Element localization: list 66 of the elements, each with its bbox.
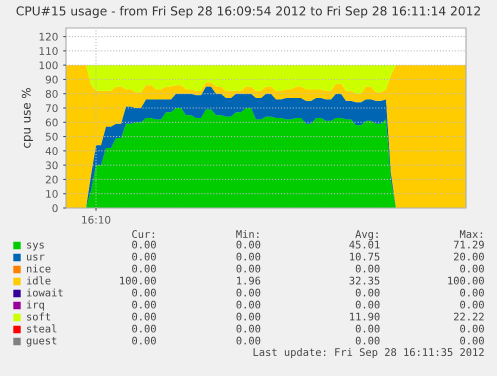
text: 0.00 — [236, 264, 260, 273]
text: 100.00 — [448, 276, 484, 285]
y-tick-label: 90 — [46, 76, 58, 84]
legend-label: sys — [27, 242, 44, 251]
legend-label: iowait — [26, 288, 63, 297]
text: 0.00 — [236, 288, 260, 297]
y-tick-label: 80 — [46, 90, 58, 98]
text: 32.35 — [350, 276, 380, 285]
text: 0.00 — [236, 240, 260, 249]
text: 0.00 — [460, 300, 484, 309]
legend-label: guest — [26, 337, 56, 347]
text: 0.00 — [132, 336, 156, 345]
text: 0.00 — [356, 336, 380, 345]
text: 0.00 — [236, 312, 260, 321]
text: 0.00 — [236, 324, 260, 333]
y-tick-label: 40 — [46, 147, 58, 155]
text: 0.00 — [460, 336, 484, 345]
y-tick-label: 60 — [46, 118, 58, 126]
legend-label: usr — [26, 254, 44, 261]
text: 20.00 — [454, 252, 484, 261]
legend-label: nice — [26, 264, 50, 273]
y-tick-label: 30 — [46, 161, 58, 170]
text: Last update: Fri Sep 28 16:11:35 2012 — [254, 348, 484, 358]
text: 0.00 — [460, 264, 484, 273]
y-tick-label: 110 — [40, 47, 58, 55]
chart-title: CPU#15 usage - from Fri Sep 28 16:09:54 2012 to Fri Sep 28 16:11:14 2012 — [16, 6, 480, 18]
text: 0.00 — [132, 324, 156, 333]
text: 0.00 — [132, 252, 156, 261]
text: Cur: — [132, 230, 154, 238]
x-tick-label: 16:10 — [82, 216, 110, 224]
text: 1.96 — [237, 276, 260, 285]
y-tick-label: 120 — [40, 32, 58, 41]
text: 0.00 — [460, 324, 484, 333]
text: 10.75 — [350, 252, 380, 261]
text: 0.00 — [132, 264, 156, 273]
text: 71.29 — [454, 240, 484, 249]
legend-label: steal — [27, 324, 56, 333]
text: 0.00 — [356, 264, 380, 273]
text: Avg: — [355, 230, 378, 240]
text: 0.00 — [132, 312, 156, 321]
legend-label: idle — [26, 276, 50, 285]
text: 0.00 — [236, 336, 260, 345]
text: 0.00 — [356, 288, 380, 297]
y-tick-label: 20 — [46, 176, 58, 184]
text: Max: — [460, 230, 482, 238]
text: 0.00 — [236, 300, 260, 309]
text: 0.00 — [132, 240, 156, 249]
text: 22.22 — [454, 312, 484, 320]
y-tick-label: 0 — [52, 204, 58, 212]
text: 45.01 — [349, 240, 380, 249]
text: 0.00 — [132, 300, 156, 309]
text: 0.00 — [356, 300, 380, 309]
text: 0.00 — [236, 252, 260, 261]
y-tick-label: 70 — [46, 104, 58, 112]
y-tick-label: 10 — [46, 190, 58, 198]
y-tick-label: 50 — [46, 132, 58, 141]
y-tick-label: 100 — [40, 61, 58, 70]
text: 0.00 — [132, 288, 156, 297]
y-axis-title: cpu use % — [22, 88, 33, 148]
legend-label: irq — [26, 300, 44, 311]
text: 100.00 — [120, 276, 156, 285]
text: Min: — [236, 230, 258, 238]
text: 0.00 — [460, 288, 484, 297]
legend-label: soft — [27, 312, 50, 321]
text: 0.00 — [356, 324, 380, 333]
text: 11.90 — [350, 312, 380, 321]
